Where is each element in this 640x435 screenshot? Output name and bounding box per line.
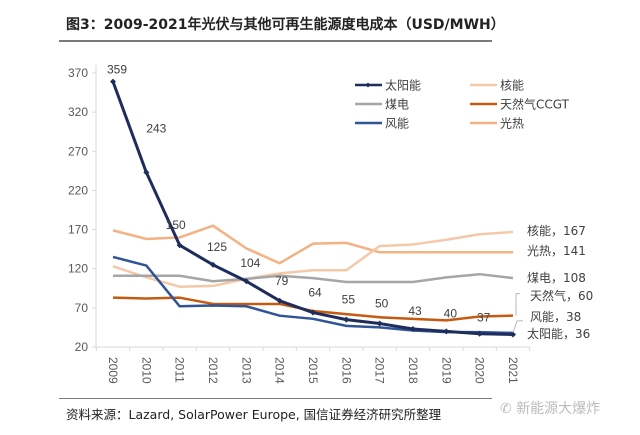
source-note: 资料来源：Lazard, SolarPower Europe, 国信证券经济研究… xyxy=(66,407,442,422)
series-layer xyxy=(110,78,516,338)
legend-item: 光热 xyxy=(470,117,524,131)
x-tick-label: 2019 xyxy=(439,357,453,384)
data-label: 55 xyxy=(342,293,356,307)
leader-line xyxy=(515,293,520,316)
data-label: 125 xyxy=(207,240,227,254)
legend-marker xyxy=(365,82,371,88)
data-point-marker xyxy=(476,330,483,337)
x-tick-label: 2011 xyxy=(173,357,187,383)
y-tick-label: 70 xyxy=(75,301,89,315)
end-label: 太阳能，36 xyxy=(527,326,590,341)
watermark-text: 新能源大爆炸 xyxy=(516,401,601,417)
series-line-5 xyxy=(112,224,513,265)
data-point-marker xyxy=(176,242,183,249)
data-label: 64 xyxy=(308,286,322,300)
x-tick-label: 2010 xyxy=(139,357,153,384)
data-point-marker xyxy=(510,331,516,338)
data-label: 243 xyxy=(146,121,166,135)
x-tick-label: 2015 xyxy=(306,357,320,384)
legend-label: 天然气CCGT xyxy=(500,97,570,112)
series-line-1 xyxy=(112,230,514,288)
data-point-marker xyxy=(210,261,216,268)
end-label: 煤电，108 xyxy=(527,271,586,285)
source-divider xyxy=(59,398,492,399)
y-tick-label: 320 xyxy=(68,105,88,119)
data-point-marker xyxy=(276,297,283,304)
data-label: 359 xyxy=(107,63,127,77)
y-tick-label: 270 xyxy=(68,144,88,158)
x-tick-label: 2020 xyxy=(473,357,487,384)
x-tick-label: 2009 xyxy=(106,357,120,384)
x-tick-label: 2018 xyxy=(406,357,420,384)
data-labels-layer: 359 243 150 125 104 79 64 55 50 43 40 37 xyxy=(107,63,491,325)
data-label: 104 xyxy=(240,256,260,270)
watermark: ✆ 新能源大爆炸 xyxy=(500,398,600,418)
data-point-marker xyxy=(110,78,116,85)
y-tick-label: 20 xyxy=(75,340,89,354)
data-point-marker xyxy=(443,328,450,335)
title-divider xyxy=(59,40,492,42)
data-label: 37 xyxy=(477,311,491,325)
end-label: 光热，141 xyxy=(527,244,586,258)
data-point-marker xyxy=(343,316,350,323)
data-label: 79 xyxy=(275,274,289,288)
legend-label: 光热 xyxy=(500,117,524,131)
data-point-marker xyxy=(376,320,383,327)
end-label: 天然气，60 xyxy=(530,288,593,303)
y-tick-label: 220 xyxy=(68,183,88,197)
x-tick-label: 2013 xyxy=(239,357,253,384)
x-tick-label: 2016 xyxy=(339,357,353,384)
end-label: 核能，167 xyxy=(527,224,586,238)
y-tick-label: 120 xyxy=(68,262,88,276)
x-tick-label: 2014 xyxy=(273,357,287,384)
axes: 20 70 120 170 220 270 320 370 2009 2010 2011 2012 20… xyxy=(68,65,531,384)
y-tick-label: 170 xyxy=(68,223,88,237)
data-point-marker xyxy=(410,325,416,332)
leader-line xyxy=(512,320,523,334)
legend-item: 天然气CCGT xyxy=(470,97,570,112)
end-labels-layer: 核能，167 光热，141 煤电，108 天然气，60 风能，38 太阳能，36 xyxy=(512,224,593,341)
legend-label: 煤电 xyxy=(385,98,409,112)
x-tick-label: 2021 xyxy=(506,357,520,384)
legend-label: 太阳能 xyxy=(385,78,421,93)
data-point-marker xyxy=(143,169,150,176)
end-label: 风能，38 xyxy=(530,310,581,324)
legend-item: 核能 xyxy=(470,79,524,93)
x-tick-label: 2017 xyxy=(373,357,387,384)
x-tick-label: 2012 xyxy=(206,357,220,384)
data-label: 40 xyxy=(444,306,458,320)
data-label: 150 xyxy=(166,218,186,232)
data-point-marker xyxy=(310,309,316,316)
wechat-icon: ✆ xyxy=(500,401,517,417)
series-line-2 xyxy=(113,272,514,284)
legend-label: 核能 xyxy=(500,79,524,93)
legend-item: 煤电 xyxy=(355,98,409,112)
legend-item: 风能 xyxy=(355,117,409,131)
data-label: 50 xyxy=(375,297,389,311)
data-label: 43 xyxy=(408,304,422,318)
y-tick-label: 370 xyxy=(68,66,88,80)
legend-item: 太阳能 xyxy=(355,78,421,93)
legend-label: 风能 xyxy=(385,117,409,131)
figure-title: 图3：2009-2021年光伏与其他可再生能源度电成本（USD/MWH） xyxy=(66,17,505,33)
data-point-marker xyxy=(243,278,250,285)
